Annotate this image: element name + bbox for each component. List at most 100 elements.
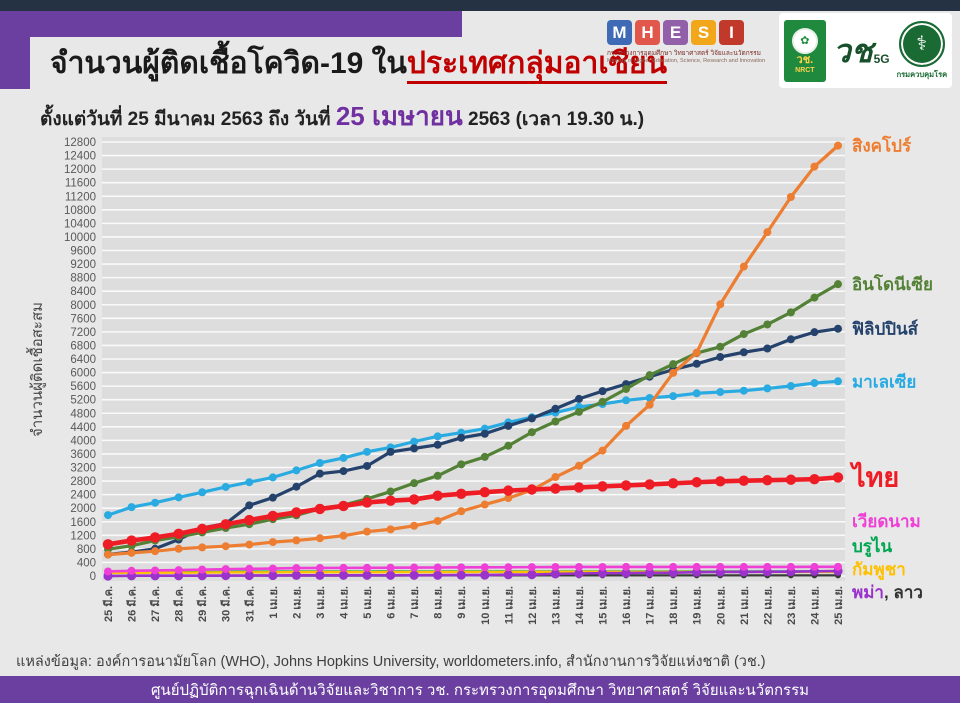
data-source-note: แหล่งข้อมูล: องค์การอนามัยโลก (WHO), Joh… bbox=[16, 654, 766, 670]
svg-text:11600: 11600 bbox=[65, 178, 96, 190]
svg-text:29 มี.ค.: 29 มี.ค. bbox=[196, 586, 209, 622]
mhesi-thai-name: กระทรวงการอุดมศึกษา วิทยาศาสตร์ วิจัยและ… bbox=[607, 50, 761, 57]
svg-text:8400: 8400 bbox=[70, 286, 96, 298]
footer-bar: ศูนย์ปฏิบัติการฉุกเฉินด้านวิจัยและวิชากา… bbox=[0, 676, 960, 703]
mhesi-letter-e: E bbox=[663, 20, 688, 45]
svg-text:24 เม.ย.: 24 เม.ย. bbox=[809, 586, 821, 625]
svg-text:9200: 9200 bbox=[70, 259, 96, 271]
svg-text:20 เม.ย.: 20 เม.ย. bbox=[715, 586, 727, 625]
subtitle-end-date: 25 เมษายน bbox=[335, 101, 463, 131]
svg-text:6000: 6000 bbox=[70, 368, 96, 380]
svg-text:8000: 8000 bbox=[70, 300, 96, 312]
x-axis-ticks: 25 มี.ค. 26 มี.ค. 27 มี.ค. 28 มี.ค. 29 มี.ค.… bbox=[102, 586, 845, 625]
title-main: จำนวนผู้ติดเชื้อโควิด-19 ใน bbox=[50, 47, 407, 80]
nrct-english-abbr: NRCT bbox=[795, 66, 815, 74]
series-label-vietnam: เวียดนาม bbox=[852, 511, 921, 531]
series-thailand bbox=[102, 472, 844, 550]
agency-logo-card: ✿ วช. NRCT วช 5G ⚕ กรมควบคุมโรค bbox=[779, 13, 952, 88]
nrct-5g-mark: วช bbox=[832, 32, 873, 69]
svg-text:12800: 12800 bbox=[64, 137, 96, 149]
svg-text:2 เม.ย.: 2 เม.ย. bbox=[291, 586, 303, 619]
title-highlight: ประเทศกลุ่มอาเซียน bbox=[406, 47, 668, 84]
svg-text:1600: 1600 bbox=[70, 517, 96, 529]
svg-text:4800: 4800 bbox=[70, 408, 96, 420]
svg-text:16 เม.ย.: 16 เม.ย. bbox=[621, 586, 633, 625]
svg-text:12400: 12400 bbox=[64, 151, 96, 163]
svg-text:12 เม.ย.: 12 เม.ย. bbox=[527, 586, 539, 625]
series-label-cambodia: กัมพูชา bbox=[852, 560, 906, 581]
svg-text:13 เม.ย.: 13 เม.ย. bbox=[550, 586, 562, 625]
svg-text:22 เม.ย.: 22 เม.ย. bbox=[762, 586, 774, 625]
series-singapore bbox=[104, 141, 842, 559]
svg-text:28 มี.ค.: 28 มี.ค. bbox=[173, 586, 186, 622]
header-accent-left bbox=[0, 11, 30, 89]
svg-text:9 เม.ย.: 9 เม.ย. bbox=[456, 586, 468, 619]
svg-text:15 เม.ย.: 15 เม.ย. bbox=[598, 586, 610, 625]
subtitle-prefix: ตั้งแต่วันที่ 25 มีนาคม 2563 ถึง วันที่ bbox=[40, 109, 336, 130]
svg-text:19 เม.ย.: 19 เม.ย. bbox=[692, 586, 704, 625]
y-axis-ticks: 0400800120016002000240028003200360040004… bbox=[64, 137, 96, 583]
mhesi-letter-s: S bbox=[691, 20, 716, 45]
svg-text:7200: 7200 bbox=[70, 327, 96, 339]
ddc-caduceus-icon: ⚕ bbox=[898, 20, 945, 67]
series-label-philippines: ฟิลิปปินส์ bbox=[852, 319, 919, 339]
svg-text:800: 800 bbox=[77, 544, 96, 556]
page-title: จำนวนผู้ติดเชื้อโควิด-19 ในประเทศกลุ่มอา… bbox=[50, 40, 668, 87]
svg-text:10800: 10800 bbox=[64, 205, 96, 217]
svg-text:2800: 2800 bbox=[70, 476, 96, 488]
svg-text:8800: 8800 bbox=[70, 273, 96, 285]
svg-text:10400: 10400 bbox=[64, 218, 96, 230]
footer-text: ศูนย์ปฏิบัติการฉุกเฉินด้านวิจัยและวิชากา… bbox=[150, 681, 810, 699]
svg-text:9600: 9600 bbox=[70, 246, 96, 258]
svg-text:1200: 1200 bbox=[70, 530, 96, 542]
series-label-brunei: บรูไน bbox=[852, 536, 892, 558]
svg-text:3200: 3200 bbox=[70, 463, 96, 475]
ddc-name: กรมควบคุมโรค bbox=[896, 69, 948, 79]
svg-text:6 เม.ย.: 6 เม.ย. bbox=[386, 586, 398, 619]
subtitle-suffix: 2563 (เวลา 19.30 น.) bbox=[462, 109, 645, 130]
ddc-logo: ⚕ กรมควบคุมโรค bbox=[896, 20, 948, 81]
series-label-thailand: ไทย bbox=[849, 461, 899, 492]
svg-text:4 เม.ย.: 4 เม.ย. bbox=[338, 586, 350, 619]
svg-text:10 เม.ย.: 10 เม.ย. bbox=[480, 586, 492, 625]
svg-text:3 เม.ย.: 3 เม.ย. bbox=[315, 586, 327, 619]
svg-text:1 เม.ย.: 1 เม.ย. bbox=[268, 586, 280, 619]
top-accent-bar bbox=[0, 0, 960, 11]
svg-text:7 เม.ย.: 7 เม.ย. bbox=[409, 586, 421, 619]
header-accent-band bbox=[0, 11, 462, 37]
nrct-5g-label: 5G bbox=[873, 51, 890, 66]
svg-text:27 มี.ค.: 27 มี.ค. bbox=[149, 586, 162, 622]
svg-text:5200: 5200 bbox=[70, 395, 96, 407]
series-vietnam bbox=[104, 562, 842, 576]
svg-text:11 เม.ย.: 11 เม.ย. bbox=[503, 586, 515, 624]
svg-text:6800: 6800 bbox=[70, 340, 96, 352]
mhesi-letter-i: I bbox=[719, 20, 744, 45]
svg-text:5600: 5600 bbox=[70, 381, 96, 393]
svg-text:2400: 2400 bbox=[70, 490, 96, 502]
series-label-singapore: สิงคโปร์ bbox=[852, 136, 912, 156]
mhesi-letter-h: H bbox=[635, 20, 660, 45]
svg-text:26 มี.ค.: 26 มี.ค. bbox=[126, 586, 139, 622]
svg-text:12000: 12000 bbox=[64, 164, 96, 176]
series-label-malaysia: มาเลเซีย bbox=[852, 371, 916, 391]
svg-text:5 เม.ย.: 5 เม.ย. bbox=[362, 586, 374, 619]
nrct-thai-abbr: วช. bbox=[796, 53, 814, 66]
svg-text:25 เม.ย.: 25 เม.ย. bbox=[833, 586, 845, 625]
svg-text:21 เม.ย.: 21 เม.ย. bbox=[739, 586, 751, 625]
y-axis-title: จำนวนผู้ติดเชื้อสะสม bbox=[29, 302, 46, 438]
svg-text:10000: 10000 bbox=[64, 232, 96, 244]
nrct-logo: ✿ วช. NRCT bbox=[783, 19, 826, 82]
svg-text:17 เม.ย.: 17 เม.ย. bbox=[645, 586, 657, 625]
mhesi-letter-m: M bbox=[607, 20, 632, 45]
covid-line-chart: 0 400 800 1200 1600 2000 2400 2800 3200 3600 4000 4… bbox=[64, 136, 933, 625]
svg-text:3600: 3600 bbox=[70, 449, 96, 461]
series-label-laos: , ลาว bbox=[884, 583, 923, 602]
date-range-subtitle: ตั้งแต่วันที่ 25 มีนาคม 2563 ถึง วันที่ … bbox=[40, 96, 644, 137]
svg-text:23 เม.ย.: 23 เม.ย. bbox=[786, 586, 798, 625]
svg-text:7600: 7600 bbox=[70, 313, 96, 325]
svg-text:8 เม.ย.: 8 เม.ย. bbox=[433, 586, 445, 619]
series-label-myanmar: พม่า, ลาว bbox=[852, 583, 923, 602]
svg-text:31 มี.ค.: 31 มี.ค. bbox=[243, 586, 256, 622]
